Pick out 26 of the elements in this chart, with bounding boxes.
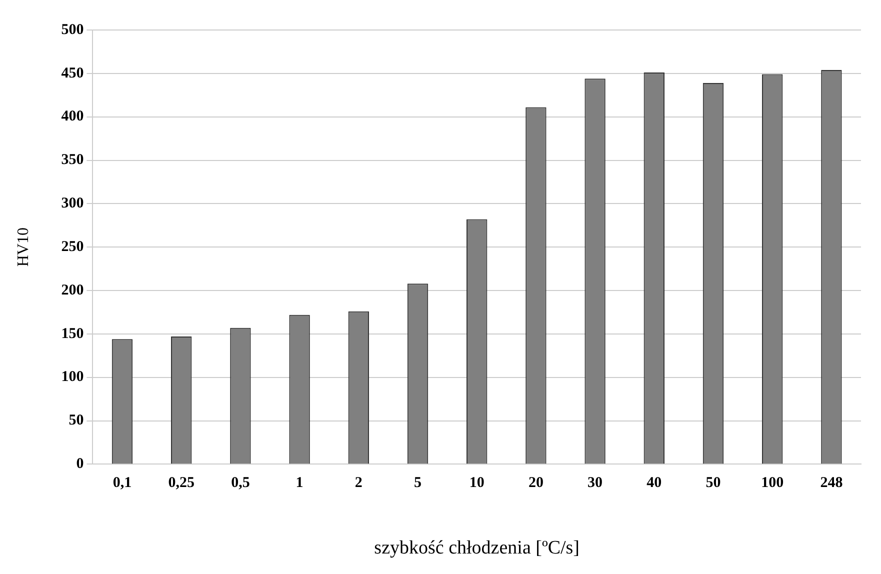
x-tick-label: 40 xyxy=(646,475,662,492)
y-tick-label: 250 xyxy=(61,238,84,255)
y-tick-label: 350 xyxy=(61,152,84,168)
x-tick-label: 50 xyxy=(706,475,721,492)
y-tick-label: 500 xyxy=(61,22,84,38)
x-tick-label: 100 xyxy=(761,475,784,492)
x-tick-label: 0,25 xyxy=(168,475,194,492)
x-tick-label: 5 xyxy=(414,475,422,492)
y-tick-label: 200 xyxy=(61,282,84,298)
y-tick-label: 450 xyxy=(61,65,84,82)
x-tick-label: 10 xyxy=(469,475,484,492)
x-tick-label: 1 xyxy=(296,475,304,492)
y-tick-label: 400 xyxy=(61,108,84,125)
y-tick-label: 300 xyxy=(61,196,84,212)
y-axis-title: HV10 xyxy=(14,228,32,267)
x-tick-label: 20 xyxy=(528,475,544,492)
x-tick-label: 2 xyxy=(354,475,362,492)
y-tick-label: 50 xyxy=(68,412,84,429)
x-axis-title: szybkość chłodzenia [ºC/s] xyxy=(374,538,580,559)
x-tick-label: 0,1 xyxy=(112,475,132,492)
y-tick-label: 0 xyxy=(76,456,84,472)
x-tick-label: 0,5 xyxy=(231,475,250,492)
y-tick-label: 100 xyxy=(61,369,84,386)
x-tick-label: 248 xyxy=(820,475,843,492)
y-tick-label: 150 xyxy=(61,326,84,342)
x-tick-label: 30 xyxy=(588,475,603,492)
